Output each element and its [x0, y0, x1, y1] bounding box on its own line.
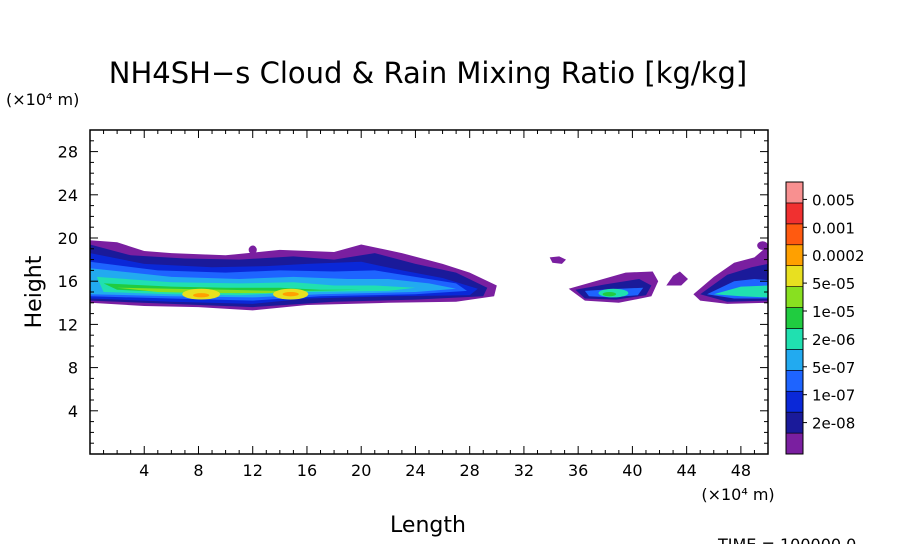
colorbar-label: 1e-05	[812, 303, 855, 321]
cloud-wisp	[248, 245, 257, 255]
colorbar-swatch	[785, 432, 804, 455]
y-tick-label: 24	[58, 186, 78, 205]
colorbar-swatch	[785, 181, 804, 204]
x-tick-label: 48	[731, 461, 751, 480]
core-b-hot	[282, 292, 299, 297]
x-tick-label: 20	[351, 461, 371, 480]
x-tick-label: 32	[514, 461, 534, 480]
colorbar-swatch	[785, 202, 804, 225]
chart-title: NH4SH−s Cloud & Rain Mixing Ratio [kg/kg…	[109, 56, 747, 90]
x-tick-label: 4	[139, 461, 149, 480]
x-tick-label: 28	[460, 461, 480, 480]
x-tick-label: 24	[405, 461, 425, 480]
x-unit-label: (×10⁴ m)	[701, 485, 774, 504]
colorbar-swatch	[785, 411, 804, 434]
colorbar-swatch	[785, 328, 804, 350]
cloud-right-wisp	[757, 241, 768, 250]
y-tick-label: 16	[58, 272, 78, 291]
colorbar-label: 0.005	[812, 191, 855, 209]
y-tick-label: 4	[68, 402, 78, 421]
colorbar-label: 2e-08	[812, 415, 855, 433]
colorbar-label: 2e-06	[812, 331, 855, 349]
colorbar-swatch	[785, 307, 804, 329]
y-tick-label: 20	[58, 229, 78, 248]
x-tick-label: 36	[568, 461, 588, 480]
colorbar-label: 5e-07	[812, 359, 855, 377]
y-tick-label: 12	[58, 315, 78, 334]
colorbar-swatch	[785, 286, 804, 308]
colorbar-label: 1e-07	[812, 387, 855, 405]
colorbar-swatch	[785, 244, 804, 266]
colorbar-swatch	[785, 349, 804, 371]
cloud-mid-l6	[602, 292, 617, 297]
cloud-small	[549, 256, 566, 264]
colorbar-label: 0.001	[812, 219, 855, 237]
x-axis-title: Length	[390, 513, 466, 538]
x-tick-label: 12	[243, 461, 263, 480]
colorbar-swatch	[785, 223, 804, 246]
colorbar: 2e-08 1e-07 5e-07 2e-06 1e-05 5e-05 0.0002 0.00…	[785, 181, 865, 455]
colorbar-swatch	[785, 370, 804, 392]
colorbar-frame	[785, 181, 804, 455]
y-unit-label: (×10⁴ m)	[6, 90, 79, 109]
x-tick-label: 40	[622, 461, 642, 480]
x-tick-label: 16	[297, 461, 317, 480]
colorbar-swatch	[785, 390, 804, 413]
time-label: TIME = 100000.0	[717, 535, 856, 544]
colorbar-label: 0.0002	[812, 247, 865, 265]
cloud-east-small	[666, 271, 688, 286]
colorbar-swatch	[785, 265, 804, 287]
y-tick-label: 28	[58, 143, 78, 162]
core-a-hot	[193, 293, 210, 298]
colorbar-label: 5e-05	[812, 275, 855, 293]
y-axis-title: Height	[22, 255, 47, 328]
y-tick-label: 8	[68, 359, 78, 378]
cloud-right-l5	[713, 285, 768, 298]
x-tick-label: 8	[193, 461, 203, 480]
cloud-main-l7	[117, 287, 314, 294]
x-tick-label: 44	[676, 461, 696, 480]
contour-fill	[90, 240, 768, 311]
